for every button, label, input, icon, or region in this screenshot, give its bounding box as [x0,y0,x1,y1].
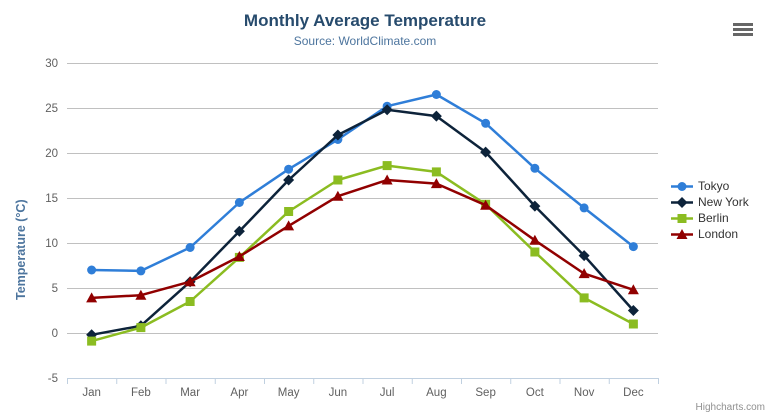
x-axis-label: Oct [526,387,545,399]
data-point-tokyo[interactable] [234,198,244,207]
data-point-berlin[interactable] [628,319,638,329]
data-point-berlin[interactable] [136,323,146,333]
x-axis-label: Jul [380,387,395,399]
legend-label: Tokyo [698,179,730,193]
y-axis-label: 5 [52,283,58,295]
x-axis-label: Mar [180,387,200,399]
data-point-tokyo[interactable] [185,243,195,252]
y-axis-title: Temperature (°C) [14,199,28,300]
legend-symbol [677,213,687,223]
y-axis-label: 30 [45,58,58,70]
data-point-london[interactable] [578,268,590,279]
data-point-berlin[interactable] [333,175,343,185]
data-point-new-york[interactable] [529,200,541,212]
legend-marker-square-icon [671,213,693,223]
x-axis-label: Jan [82,387,101,399]
data-point-new-york[interactable] [283,174,295,186]
data-point-london[interactable] [430,178,442,189]
data-point-tokyo[interactable] [481,118,491,128]
data-point-berlin[interactable] [530,247,540,257]
legend-marker-circle-icon [671,181,693,191]
data-point-london[interactable] [233,251,245,261]
data-point-london[interactable] [135,289,147,300]
data-point-tokyo[interactable] [628,242,638,252]
data-point-berlin[interactable] [382,161,392,171]
legend: Tokyo New York Berlin London [671,178,749,242]
data-point-new-york[interactable] [480,146,492,158]
chart-subtitle: Source: WorldClimate.com [293,34,437,48]
legend-symbol [677,181,687,191]
data-point-new-york[interactable] [430,110,442,122]
data-point-tokyo[interactable] [136,266,146,276]
legend-item-london[interactable]: London [671,226,749,242]
data-point-tokyo[interactable] [530,163,540,173]
data-point-london[interactable] [332,190,344,201]
data-point-tokyo[interactable] [579,203,589,213]
y-axis-label: 0 [52,328,58,340]
series-line-london[interactable] [90,178,635,300]
y-axis-label: 25 [45,103,58,115]
data-point-london[interactable] [480,199,492,210]
data-point-new-york[interactable] [381,104,393,116]
x-axis-label: May [278,387,300,399]
legend-label: Berlin [698,211,729,225]
y-axis-label: 20 [45,148,58,160]
series-line-berlin[interactable] [90,164,635,343]
data-point-london[interactable] [529,234,541,245]
data-point-new-york[interactable] [233,225,245,237]
credits-link[interactable]: Highcharts.com [695,402,765,413]
legend-item-tokyo[interactable]: Tokyo [671,178,749,194]
legend-item-berlin[interactable]: Berlin [671,210,749,226]
legend-label: New York [698,195,749,209]
data-point-new-york[interactable] [627,305,639,316]
data-point-london[interactable] [627,284,639,295]
x-axis-label: Dec [623,387,644,399]
data-point-berlin[interactable] [185,297,195,306]
x-axis-label: Aug [426,387,446,399]
x-axis-label: Nov [574,387,595,399]
chart-title: Monthly Average Temperature [243,11,487,30]
data-point-london[interactable] [283,220,295,231]
series-line-tokyo[interactable] [90,93,635,273]
export-menu-button[interactable] [731,19,755,39]
legend-marker-triangle-icon [671,228,693,239]
y-axis-label: 10 [45,238,58,250]
legend-symbol [676,196,688,208]
x-axis-label: Jun [329,387,348,399]
data-point-berlin[interactable] [579,293,589,303]
x-axis-label: Sep [475,387,495,399]
legend-item-new-york[interactable]: New York [671,194,749,210]
data-point-tokyo[interactable] [87,265,97,275]
data-point-london[interactable] [86,292,98,303]
data-point-tokyo[interactable] [431,90,441,99]
legend-label: London [698,227,739,241]
series-line-new-york[interactable] [90,108,635,337]
legend-symbol [676,228,688,239]
y-axis-label: 15 [45,193,58,205]
x-axis-label: Apr [230,387,248,399]
data-point-berlin[interactable] [284,207,294,216]
y-axis-label: -5 [48,373,58,385]
legend-marker-diamond-icon [671,196,693,208]
data-point-new-york[interactable] [578,250,590,262]
data-point-tokyo[interactable] [284,164,294,174]
data-point-london[interactable] [381,174,393,185]
data-point-new-york[interactable] [332,129,344,141]
x-axis-label: Feb [131,387,151,399]
data-point-berlin[interactable] [87,336,97,346]
data-point-berlin[interactable] [431,167,441,177]
data-point-london[interactable] [184,276,196,287]
